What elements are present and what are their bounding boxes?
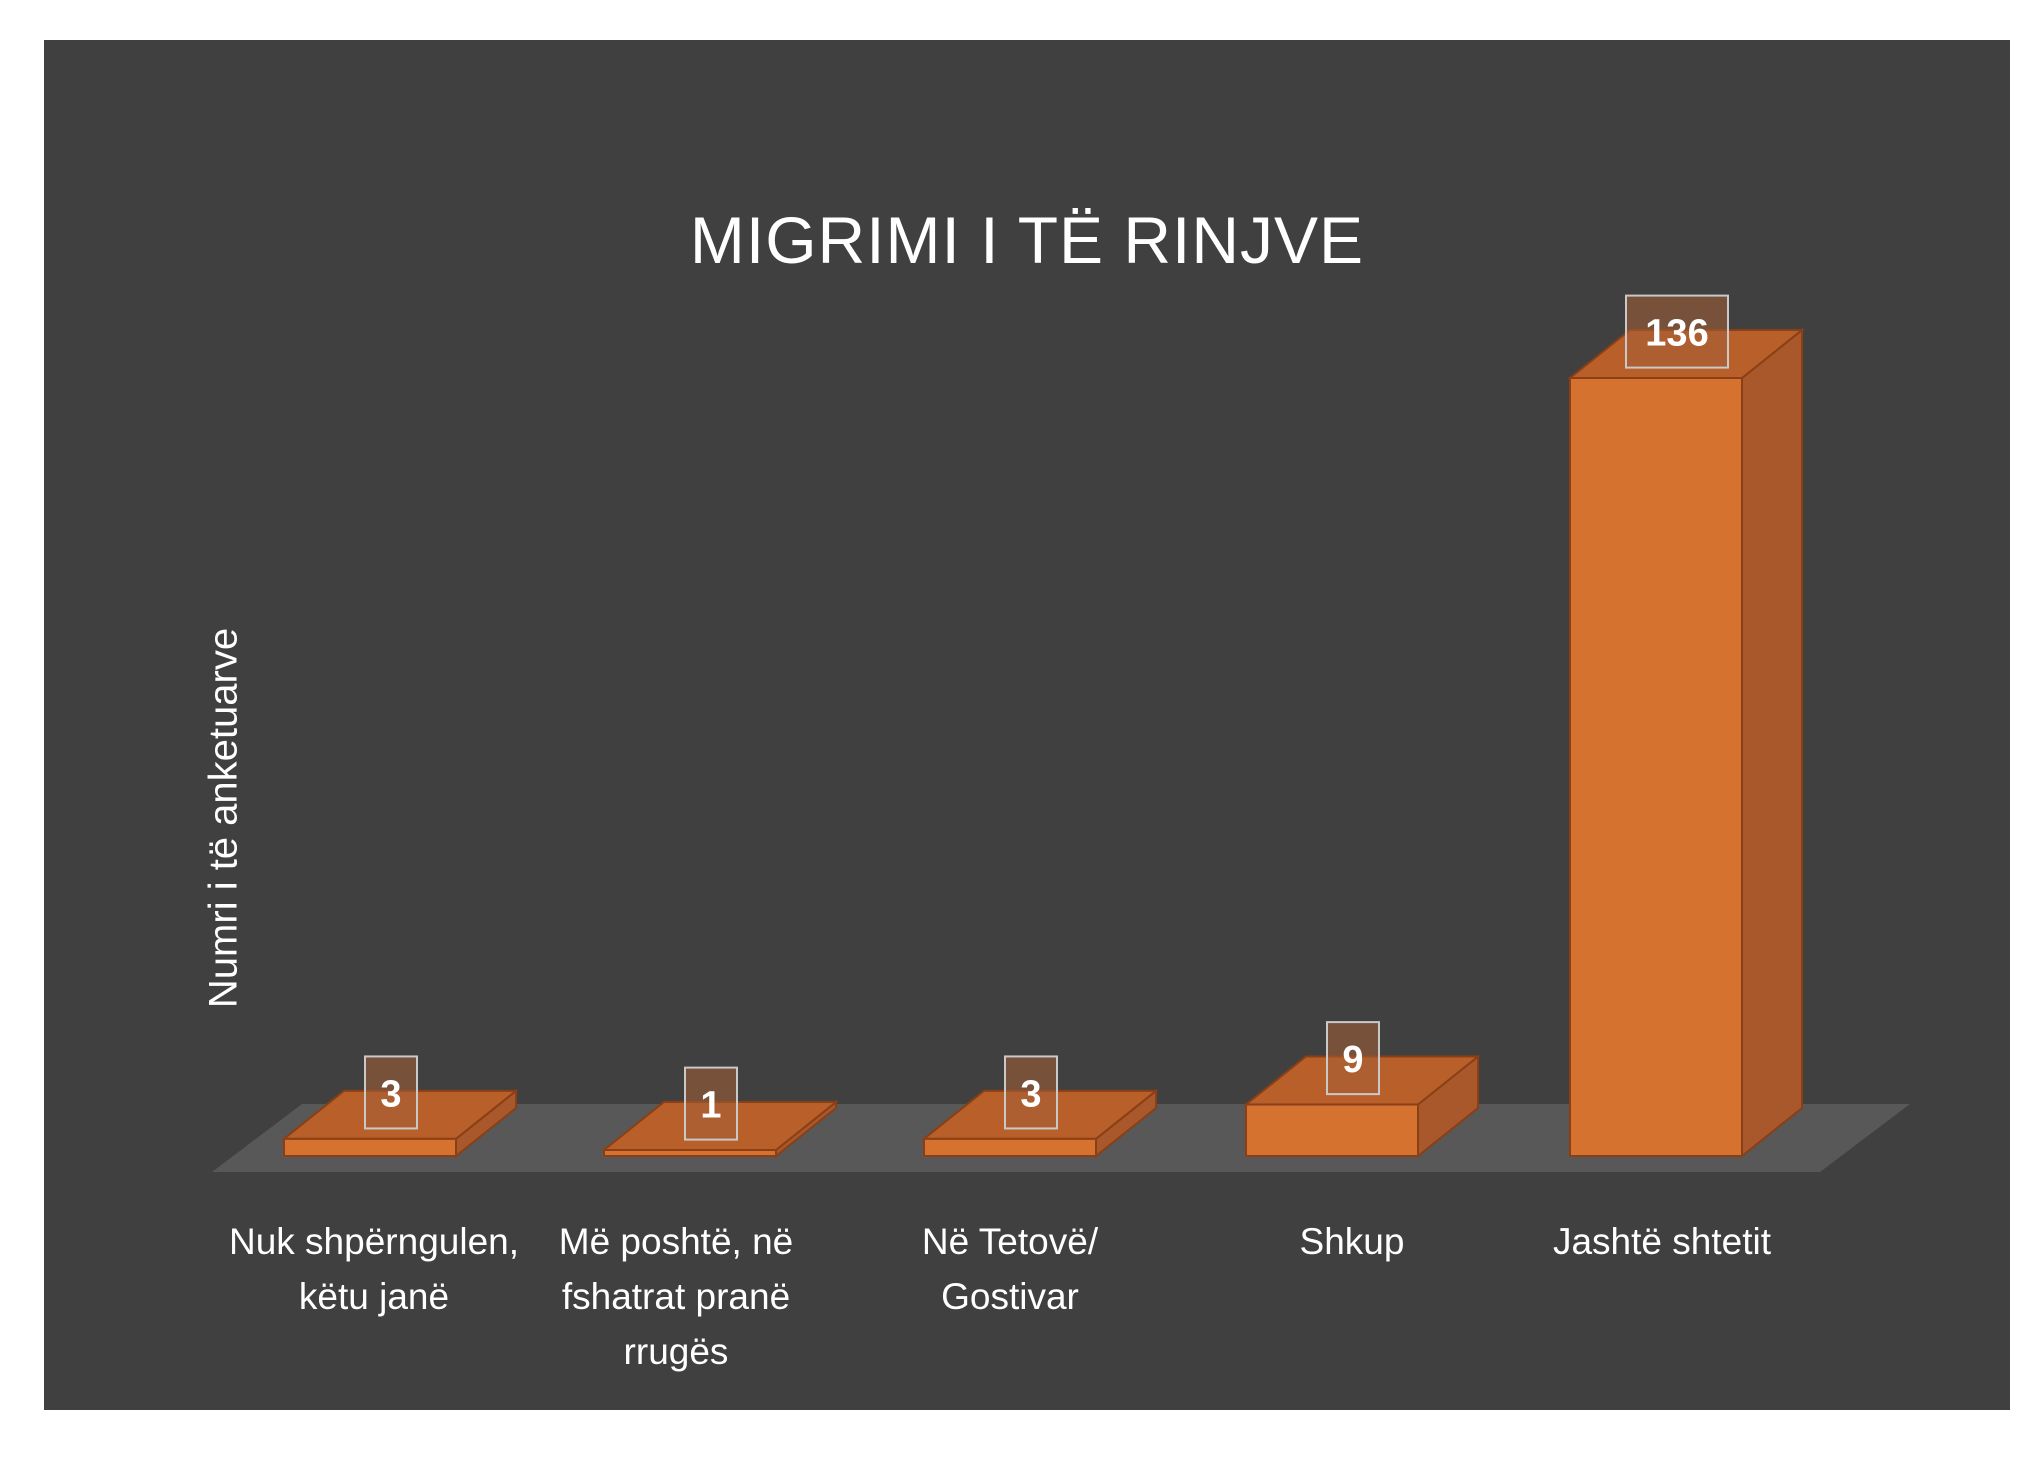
bar: [1569, 377, 1743, 1157]
data-label: 3: [1020, 1073, 1041, 1115]
category-label: Në Tetovë/ Gostivar: [921, 1221, 1099, 1317]
category-label: Nuk shpërngulen, këtu janë: [228, 1221, 520, 1317]
data-label-box: [1004, 1055, 1058, 1130]
data-label-box: [684, 1066, 738, 1141]
bar: [283, 1137, 457, 1158]
data-label: 9: [1342, 1039, 1363, 1081]
data-label-box: [1625, 294, 1729, 369]
data-label: 136: [1645, 313, 1708, 355]
category-label: Shkup: [1299, 1221, 1405, 1262]
chart-panel: MIGRIMI I TË RINJVE Numri i të anketuarv…: [44, 40, 2010, 1410]
data-label: 3: [380, 1073, 401, 1115]
category-label: Më poshtë, në fshatrat pranë rrugës: [558, 1221, 794, 1372]
bar: [1245, 1103, 1419, 1157]
bar: [603, 1149, 777, 1157]
plot-area: 3 1 3 9 136: [212, 294, 1910, 1172]
bar: [923, 1137, 1097, 1158]
chart-title: MIGRIMI I TË RINJVE: [689, 203, 1365, 277]
data-label: 1: [700, 1085, 721, 1127]
category-label: Jashtë shtetit: [1552, 1221, 1771, 1262]
data-label-box: [1326, 1021, 1380, 1096]
data-label-box: [364, 1055, 418, 1130]
bar-side: [1741, 327, 1803, 1159]
